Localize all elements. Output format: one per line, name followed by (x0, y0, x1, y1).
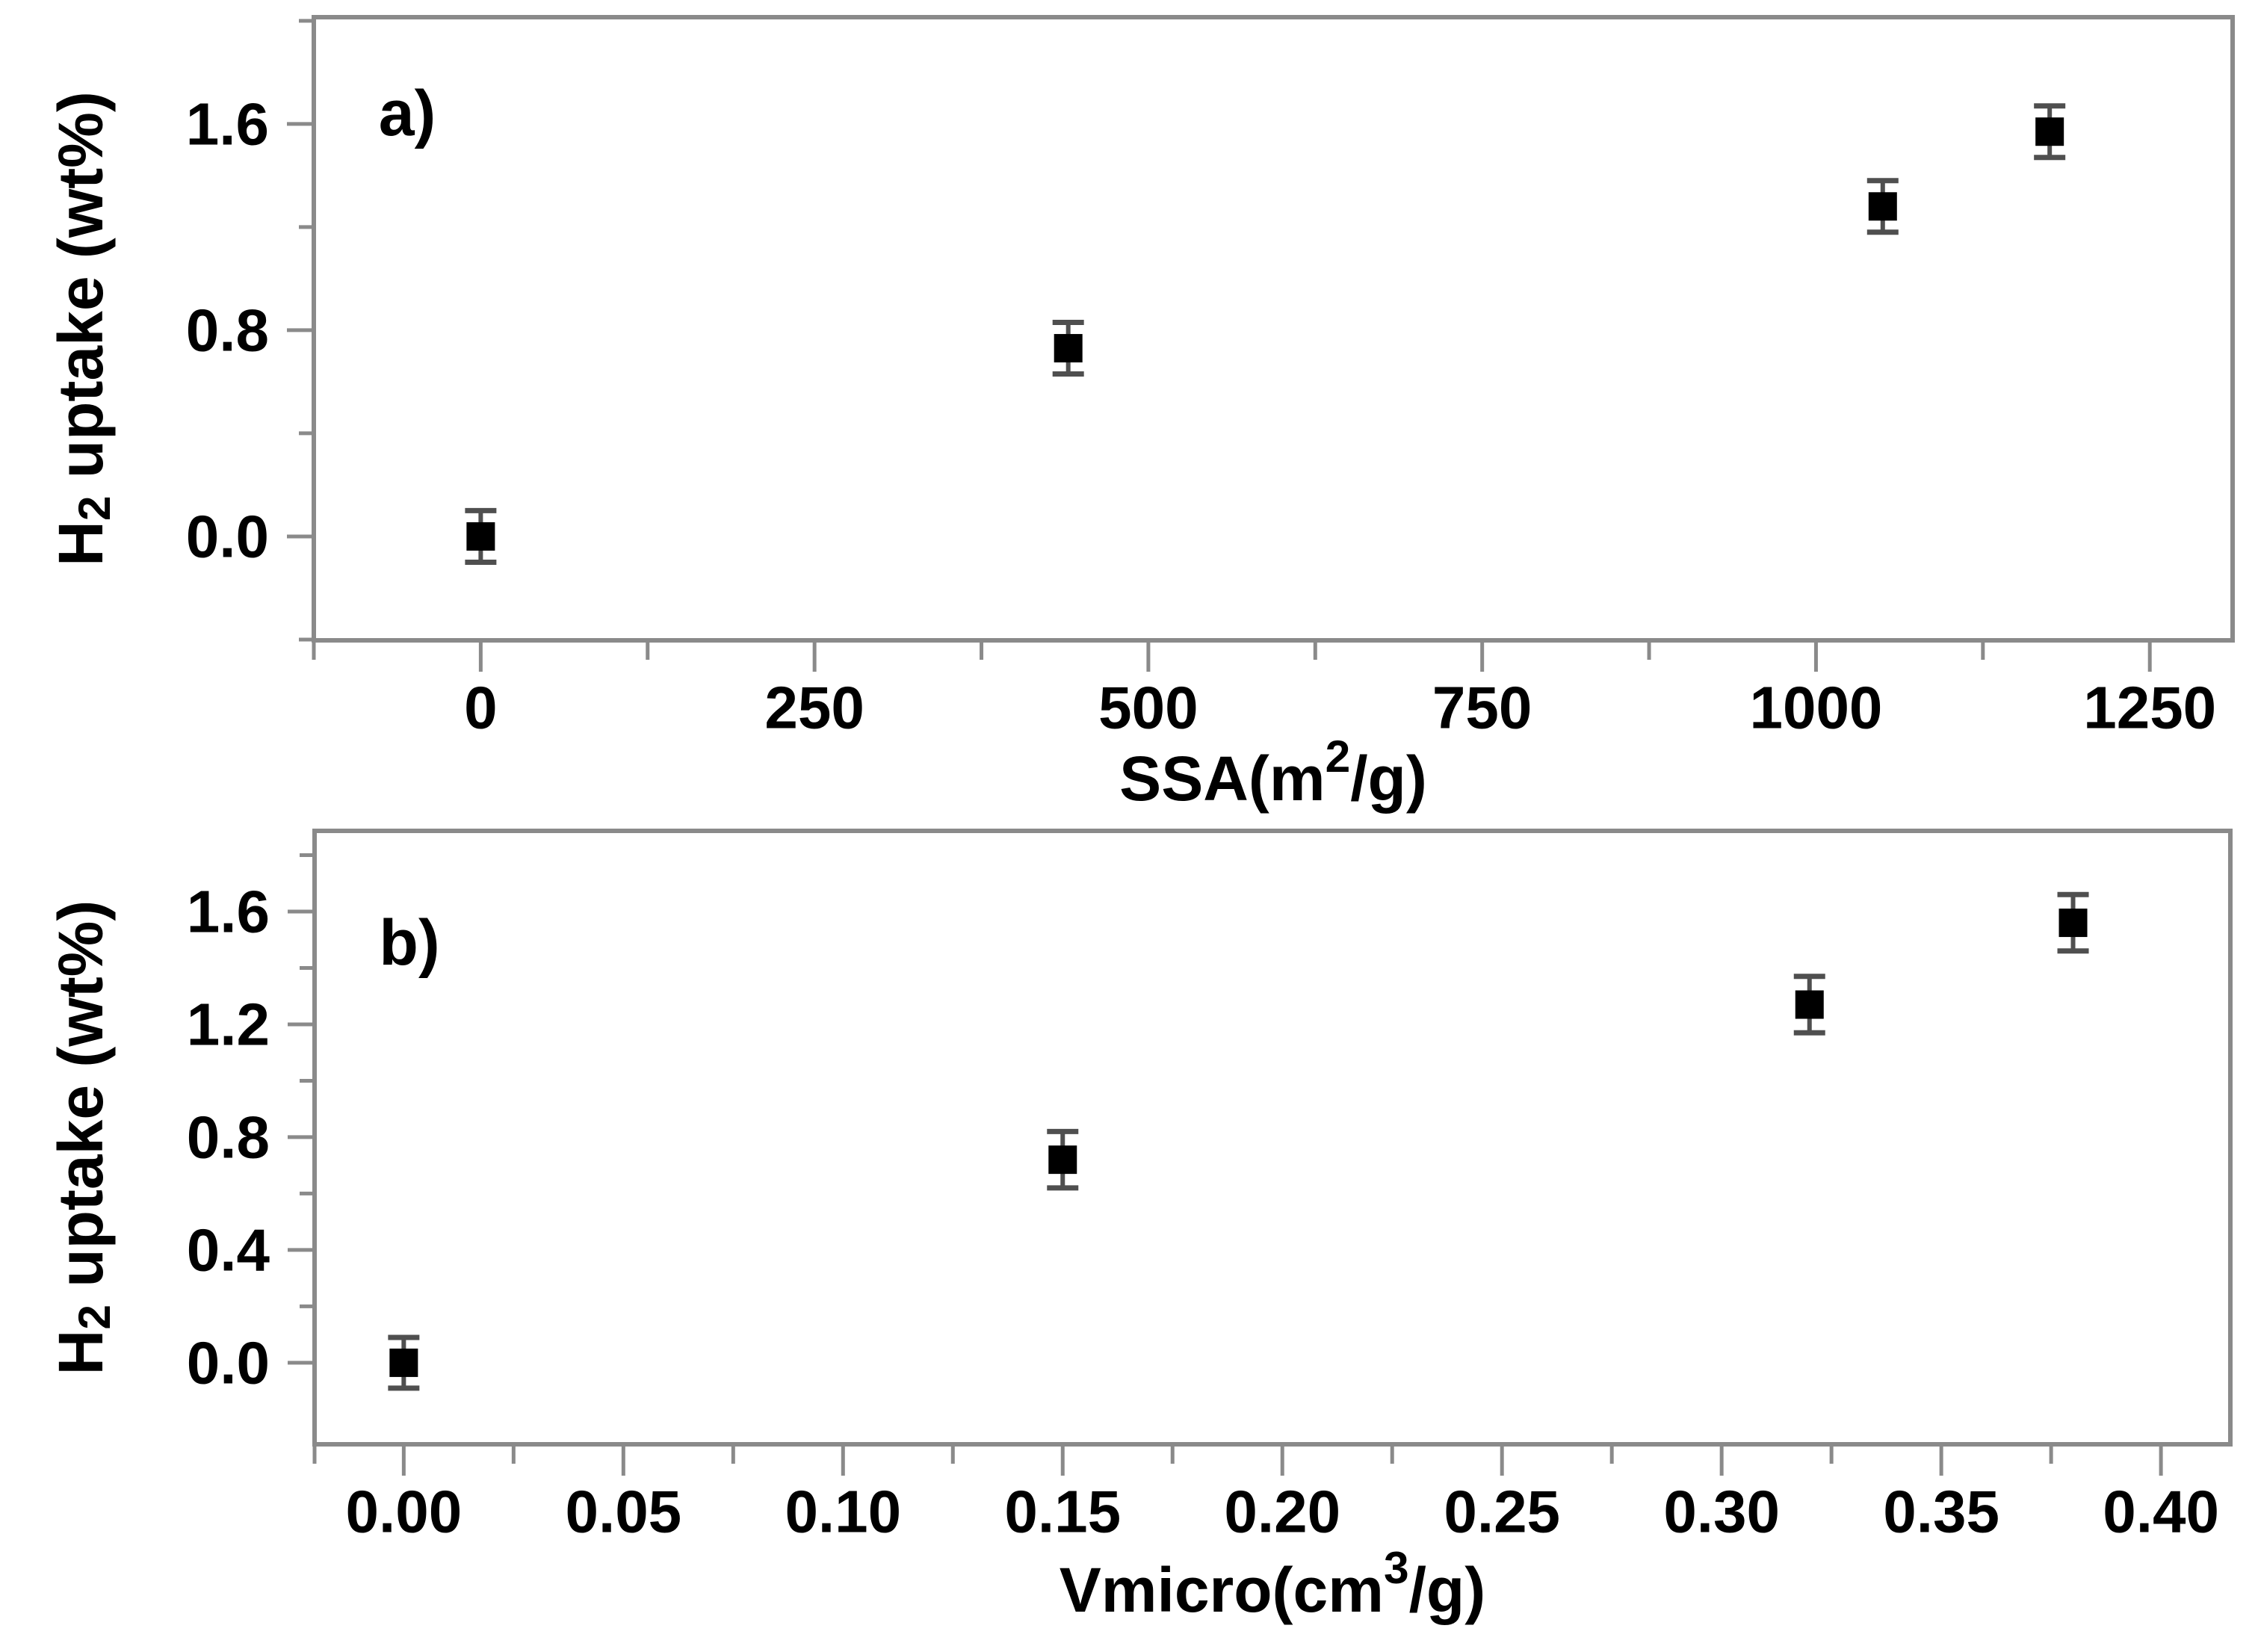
x-tick-label: 0.20 (1224, 1479, 1340, 1545)
x-tick-label: 0 (464, 675, 498, 741)
data-point-group (1052, 320, 1084, 377)
x-tick-label: 0.15 (1004, 1479, 1121, 1545)
data-point-marker (2035, 117, 2064, 146)
x-tick-label: 0.05 (565, 1479, 681, 1545)
data-point-group (388, 1334, 420, 1391)
y-tick-label: 1.6 (187, 878, 270, 944)
y-tick-label: 1.6 (186, 90, 269, 157)
data-point-group (1793, 974, 1825, 1036)
x-tick-label: 1000 (1749, 675, 1882, 741)
x-tick-label: 0.10 (785, 1479, 901, 1545)
data-point-group (2034, 103, 2066, 161)
axis-label-sup: 2 (1326, 731, 1351, 782)
y-tick-label: 1.2 (187, 991, 270, 1057)
data-point-marker (466, 522, 495, 551)
axis-label-text: SSA(m (1119, 743, 1325, 814)
x-tick-label: 0.25 (1444, 1479, 1560, 1545)
data-point-marker (1048, 1145, 1077, 1175)
x-tick-label: 1250 (2083, 675, 2216, 741)
panel-letter-label: b) (379, 907, 439, 979)
x-tick-label: 500 (1098, 675, 1198, 741)
data-point-marker (2059, 909, 2088, 938)
axis-label-sub: 2 (69, 1305, 120, 1330)
data-point-marker (1795, 990, 1824, 1019)
data-point-marker (1054, 334, 1083, 363)
y-axis-title: H2 uptake (wt%) (46, 91, 120, 566)
axis-label-sup: 3 (1384, 1542, 1409, 1593)
y-tick-label: 0.4 (187, 1216, 270, 1283)
x-tick-label: 0.40 (2103, 1479, 2219, 1545)
y-tick-label: 0.0 (186, 503, 269, 569)
axis-label-text: Vmicro(cm (1060, 1555, 1384, 1625)
axis-label-text: uptake (wt%) (46, 91, 116, 495)
data-point-group (465, 507, 497, 565)
data-point-marker (1868, 192, 1897, 221)
x-axis-title: Vmicro(cm3/g) (1060, 1542, 1485, 1625)
y-tick-label: 0.0 (187, 1329, 270, 1396)
data-point-group (1866, 178, 1899, 235)
axis-label-text: H (46, 521, 116, 566)
data-point-marker (389, 1348, 418, 1377)
axis-label-text: uptake (wt%) (46, 900, 116, 1305)
panel-letter-label: a) (379, 78, 436, 149)
x-tick-label: 250 (764, 675, 864, 741)
data-point-group (1047, 1128, 1079, 1191)
y-tick-label: 0.8 (186, 297, 269, 363)
x-tick-label: 0.35 (1883, 1479, 1999, 1545)
y-tick-label: 0.8 (187, 1104, 270, 1170)
axis-label-text: /g) (1350, 743, 1427, 814)
axis-label-sub: 2 (69, 496, 120, 522)
x-tick-label: 0.30 (1663, 1479, 1780, 1545)
axis-label-text: H (46, 1330, 116, 1376)
panel-b: 0.00 0.05 0.10 0.15 0.20 0.25 0.30 0.35 0.40 0.0 0… (46, 829, 2233, 1625)
axis-label-text: /g) (1409, 1555, 1486, 1625)
x-axis-title: SSA(m2/g) (1119, 731, 1427, 814)
y-axis-title: H2 uptake (wt%) (46, 900, 120, 1376)
data-point-group (2057, 891, 2089, 954)
x-tick-label: 750 (1432, 675, 1532, 741)
x-tick-label: 0.00 (345, 1479, 462, 1545)
